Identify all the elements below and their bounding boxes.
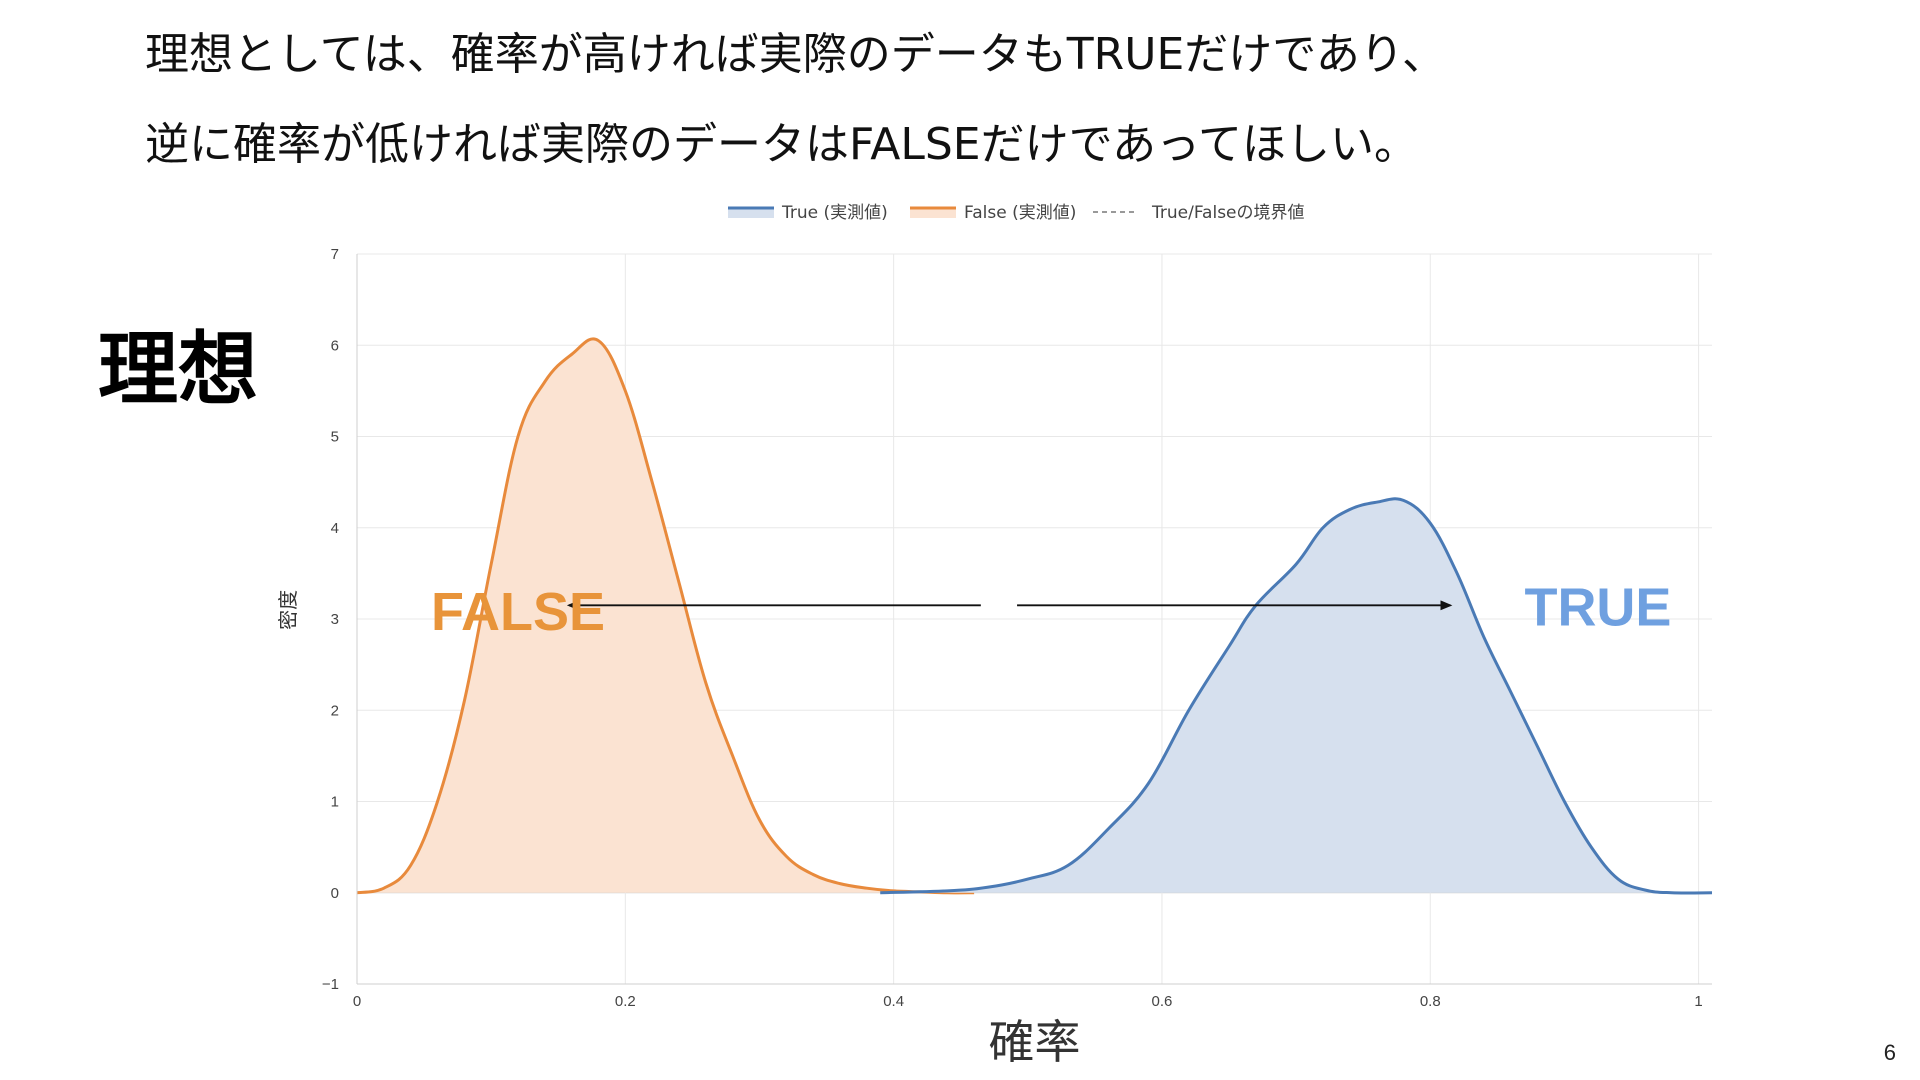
chart-axes: −1 0 1 2 3 4 5 6 7 0 0.2 0.4 0.6 0.8 1 確率 密度 xyxy=(276,246,1712,1069)
x-tick-label: 1 xyxy=(1694,993,1702,1010)
y-tick-label: 6 xyxy=(331,337,339,354)
x-tick-label: 0 xyxy=(353,993,361,1010)
true-series-area xyxy=(880,498,1712,893)
true-series-line xyxy=(880,497,1713,895)
y-axis-title: 密度 xyxy=(276,590,300,630)
y-tick-label: 5 xyxy=(331,429,339,446)
y-tick-label: 1 xyxy=(331,794,339,811)
false-label: FALSE xyxy=(431,582,605,642)
section-title: 理想 xyxy=(98,323,258,416)
false-series-area xyxy=(357,338,975,893)
y-tick-label: 3 xyxy=(331,611,339,628)
true-label: TRUE xyxy=(1524,577,1671,637)
chart-legend: True (実測値) False (実測値) True/Falseの境界値 xyxy=(728,203,1305,223)
legend-swatch-fill xyxy=(728,208,774,218)
legend-swatch-fill xyxy=(910,208,956,218)
x-tick-label: 0.4 xyxy=(883,993,904,1010)
false-series-line xyxy=(356,337,975,895)
page-number: 6 xyxy=(1883,1040,1896,1065)
headline-line-1: 理想としては、確率が高ければ実際のデータもTRUEだけであり、 xyxy=(145,29,1447,80)
legend-label: False (実測値) xyxy=(964,203,1076,223)
legend-label: True/Falseの境界値 xyxy=(1151,203,1305,223)
x-tick-label: 0.8 xyxy=(1420,993,1441,1010)
y-tick-label: −1 xyxy=(322,976,339,993)
legend-label: True (実測値) xyxy=(781,203,888,223)
chart-areas xyxy=(356,337,1713,895)
y-tick-label: 2 xyxy=(331,702,339,719)
headline-line-2: 逆に確率が低ければ実際のデータはFALSEだけであってほしい。 xyxy=(145,119,1418,170)
x-tick-label: 0.2 xyxy=(615,993,636,1010)
y-tick-label: 7 xyxy=(331,246,339,263)
y-tick-label: 4 xyxy=(331,520,339,537)
x-axis-title: 確率 xyxy=(989,1015,1081,1069)
x-tick-label: 0.6 xyxy=(1152,993,1173,1010)
y-tick-label: 0 xyxy=(331,885,339,902)
chart-annotations: FALSE TRUE xyxy=(431,577,1671,642)
